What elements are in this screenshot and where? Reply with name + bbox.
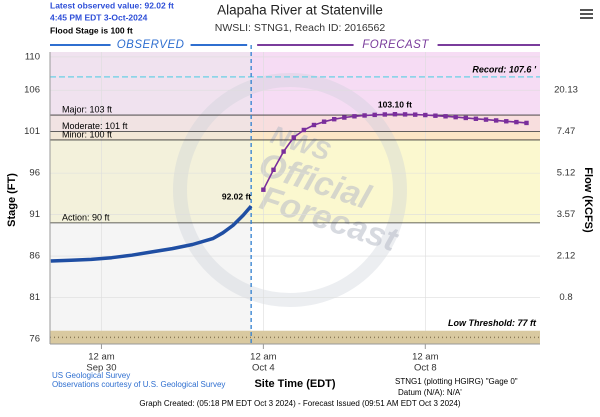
y2-tick-label: 7.47 xyxy=(557,126,576,137)
forecast-point xyxy=(463,115,468,121)
threshold-label: Major: 103 ft xyxy=(62,104,113,114)
x-tick-label: 12 am xyxy=(250,352,276,363)
x-tick-date: Oct 8 xyxy=(414,363,437,374)
value-label: 92.02 ft xyxy=(222,191,251,201)
menu-button[interactable] xyxy=(578,6,594,22)
forecast-point xyxy=(423,112,428,118)
value-label: 103.10 ft xyxy=(378,99,412,109)
chart-subtitle: NWSLI: STNG1, Reach ID: 2016562 xyxy=(215,22,386,34)
forecast-point xyxy=(524,120,529,126)
forecast-point xyxy=(301,127,307,133)
forecast-point xyxy=(412,112,418,117)
forecast-point xyxy=(372,112,377,118)
y-tick-label: 76 xyxy=(29,334,40,345)
forecast-point xyxy=(342,115,347,120)
threshold-label: Minor: 100 ft xyxy=(62,129,113,139)
datum-note: Datum (N/A): N/A' xyxy=(398,388,462,397)
forecast-point xyxy=(453,114,458,120)
forecast-point xyxy=(291,135,296,140)
latest-time: 4:45 PM EDT 3-Oct-2024 xyxy=(50,12,148,22)
x-tick-date: Sep 30 xyxy=(86,363,116,374)
y-tick-label: 101 xyxy=(24,126,40,137)
y-tick-label: 81 xyxy=(29,292,40,303)
threshold-band xyxy=(50,115,540,132)
y2-tick-label: 3.57 xyxy=(557,209,576,220)
forecast-point xyxy=(332,116,337,122)
threshold-label: Record: 107.6 ' xyxy=(472,64,537,74)
forecast-label: FORECAST xyxy=(362,39,429,51)
y-tick-label: 91 xyxy=(29,209,40,220)
threshold-label: Action: 90 ft xyxy=(62,212,110,222)
threshold-label: Moderate: 101 ft xyxy=(62,121,128,131)
x-axis-label: Site Time (EDT) xyxy=(254,378,335,390)
menu-bar xyxy=(580,9,593,11)
x-tick-label: 12 am xyxy=(88,352,114,363)
forecast-point xyxy=(483,117,489,122)
y2-axis-label: Flow (KCFS) xyxy=(582,167,594,233)
x-tick-label: 12 am xyxy=(412,352,438,363)
forecast-point xyxy=(402,112,408,117)
x-tick-date: Oct 4 xyxy=(252,363,275,374)
y2-tick-label: 2.12 xyxy=(557,251,576,262)
y-axis-label: Stage (FT) xyxy=(6,173,18,227)
observed-label-bg xyxy=(110,38,191,52)
forecast-point xyxy=(504,119,509,124)
menu-bar xyxy=(580,17,593,19)
observed-shade xyxy=(50,52,252,344)
courtesy-link[interactable]: Observations courtesy of U.S. Geological… xyxy=(52,380,225,389)
y-tick-label: 86 xyxy=(29,251,40,262)
y-tick-label: 106 xyxy=(24,85,40,96)
threshold-band xyxy=(50,139,540,223)
forecast-point xyxy=(514,119,519,125)
forecast-point xyxy=(382,112,388,117)
y-tick-label: 110 xyxy=(25,51,40,62)
flood-stage: Flood Stage is 100 ft xyxy=(50,25,133,35)
forecast-point xyxy=(443,114,448,119)
forecast-point xyxy=(392,112,398,117)
y2-tick-label: 20.13 xyxy=(554,85,578,96)
forecast-label-bg xyxy=(353,38,438,52)
forecast-point xyxy=(281,149,286,154)
watermark-seal xyxy=(173,73,407,307)
forecast-point xyxy=(261,187,266,192)
observed-label: OBSERVED xyxy=(117,39,185,51)
source-link[interactable]: US Geological Survey xyxy=(52,371,130,380)
y2-tick-label: 5.12 xyxy=(557,168,576,179)
y-tick-label: 96 xyxy=(29,168,40,179)
forecast-point xyxy=(321,119,327,124)
forecast-point xyxy=(433,113,438,118)
threshold-band xyxy=(50,52,540,116)
gauge-note: STNG1 (plotting HGIRG) "Gage 0" xyxy=(395,377,518,386)
forecast-point xyxy=(352,114,357,119)
graph-created: Graph Created: (05:18 PM EDT Oct 3 2024)… xyxy=(139,399,461,408)
forecast-point xyxy=(473,116,479,121)
y2-tick-label: 0.8 xyxy=(559,292,572,303)
menu-bar xyxy=(580,13,593,15)
chart-title: Alapaha River at Statenville xyxy=(217,3,383,18)
forecast-point xyxy=(271,167,276,172)
observed-line xyxy=(50,204,253,263)
forecast-point xyxy=(493,118,499,123)
latest-observed: Latest observed value: 92.02 ft xyxy=(50,0,174,10)
forecast-point xyxy=(362,113,367,118)
threshold-label: Low Threshold: 77 ft xyxy=(448,318,537,328)
forecast-point xyxy=(311,122,317,128)
